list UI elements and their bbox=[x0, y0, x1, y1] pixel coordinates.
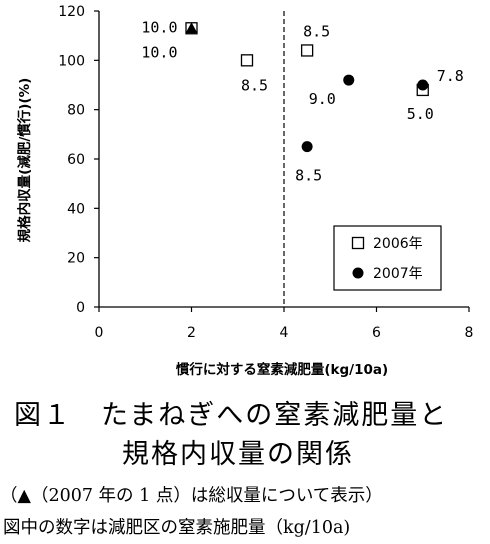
data-label: 5.0 bbox=[407, 105, 434, 123]
data-label: 9.0 bbox=[309, 90, 336, 108]
legend-label: 2006年 bbox=[373, 236, 423, 252]
legend-label: 2007年 bbox=[373, 266, 423, 282]
x-tick-label: 2 bbox=[187, 325, 196, 341]
y-axis-title: 規格内収量(減肥/慣行)(%) bbox=[16, 78, 33, 243]
x-tick-label: 8 bbox=[465, 325, 474, 341]
legend-box bbox=[333, 225, 442, 291]
figure-note-1: （▲（2007 年の 1 点）は総収量について表示） bbox=[0, 486, 383, 506]
data-label: 7.8 bbox=[437, 67, 464, 85]
figure-note-2: 図中の数字は減肥区の窒素施肥量（kg/10a) bbox=[3, 518, 351, 538]
y-tick-label: 20 bbox=[67, 251, 85, 267]
figure-caption-line1: 図１ たまねぎへの窒素減肥量と bbox=[14, 400, 449, 431]
marker-open-square bbox=[240, 54, 254, 67]
legend-marker-filled-circle bbox=[352, 267, 364, 279]
data-label: 8.5 bbox=[303, 22, 330, 40]
marker-open-square bbox=[300, 44, 314, 57]
data-label: 8.5 bbox=[241, 76, 268, 94]
x-tick-label: 4 bbox=[280, 325, 289, 341]
x-axis-title: 慣行に対する窒素減肥量(kg/10a) bbox=[175, 361, 388, 378]
x-tick-label: 0 bbox=[95, 325, 104, 341]
x-tick-label: 6 bbox=[372, 325, 381, 341]
y-tick-label: 80 bbox=[67, 103, 85, 119]
figure-caption-line2: 規格内収量の関係 bbox=[122, 439, 354, 470]
marker-filled-circle bbox=[343, 74, 355, 86]
marker-filled-circle bbox=[417, 79, 429, 91]
y-tick-label: 100 bbox=[58, 53, 85, 69]
marker-filled-triangle bbox=[185, 22, 198, 34]
scatter-chart: 0 20 40 60 80 100 120 0 2 4 6 8 8.5 8.5 5.0 8.5 9.0 7.8 10… bbox=[16, 4, 474, 378]
y-tick-label: 0 bbox=[76, 300, 85, 316]
data-label: 8.5 bbox=[295, 167, 322, 185]
data-label: 10.0 bbox=[141, 43, 177, 61]
legend-marker-open-square bbox=[351, 236, 365, 250]
data-label: 10.0 bbox=[141, 18, 177, 36]
y-tick-label: 120 bbox=[58, 4, 85, 20]
marker-filled-circle bbox=[301, 141, 313, 153]
y-tick-label: 40 bbox=[67, 201, 85, 217]
y-tick-label: 60 bbox=[67, 152, 85, 168]
